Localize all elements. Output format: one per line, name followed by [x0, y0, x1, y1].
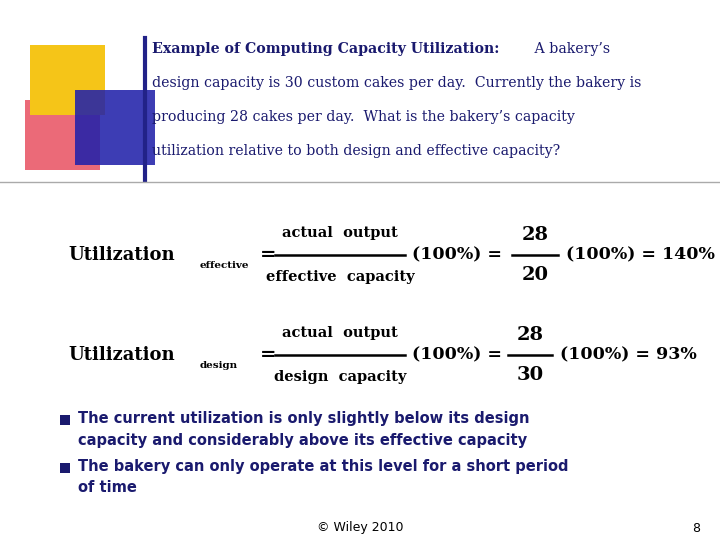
Text: design: design	[200, 361, 238, 369]
Text: =: =	[260, 246, 276, 264]
Text: © Wiley 2010: © Wiley 2010	[317, 522, 403, 535]
Text: Utilization: Utilization	[68, 246, 175, 264]
Text: 30: 30	[516, 366, 544, 384]
Text: effective  capacity: effective capacity	[266, 270, 414, 284]
Bar	[75, 90, 155, 165]
Bar	[30, 45, 105, 115]
Text: actual  output: actual output	[282, 226, 398, 240]
Text: of time: of time	[78, 481, 137, 496]
Text: (100%) =: (100%) =	[412, 347, 502, 363]
Text: producing 28 cakes per day.  What is the bakery’s capacity: producing 28 cakes per day. What is the …	[152, 110, 575, 124]
Text: (100%) = 93%: (100%) = 93%	[560, 347, 697, 363]
Text: The bakery can only operate at this level for a short period: The bakery can only operate at this leve…	[78, 460, 569, 475]
Text: A bakery’s: A bakery’s	[530, 42, 610, 56]
Bar	[60, 415, 70, 425]
Text: 28: 28	[521, 226, 549, 244]
Text: Example of Computing Capacity Utilization:: Example of Computing Capacity Utilizatio…	[152, 42, 500, 56]
Text: 20: 20	[521, 266, 549, 284]
Text: 8: 8	[692, 522, 700, 535]
Text: actual  output: actual output	[282, 326, 398, 340]
Text: effective: effective	[200, 260, 250, 269]
Text: Utilization: Utilization	[68, 346, 175, 364]
Bar	[60, 463, 70, 473]
Text: (100%) =: (100%) =	[412, 246, 502, 264]
Text: The current utilization is only slightly below its design: The current utilization is only slightly…	[78, 411, 529, 427]
Text: capacity and considerably above its effective capacity: capacity and considerably above its effe…	[78, 433, 527, 448]
Text: =: =	[260, 346, 276, 364]
Text: design  capacity: design capacity	[274, 370, 406, 384]
Text: utilization relative to both design and effective capacity?: utilization relative to both design and …	[152, 144, 560, 158]
Text: (100%) = 140%: (100%) = 140%	[566, 246, 715, 264]
Text: design capacity is 30 custom cakes per day.  Currently the bakery is: design capacity is 30 custom cakes per d…	[152, 76, 642, 90]
Text: 28: 28	[516, 326, 544, 344]
Bar	[25, 100, 100, 170]
